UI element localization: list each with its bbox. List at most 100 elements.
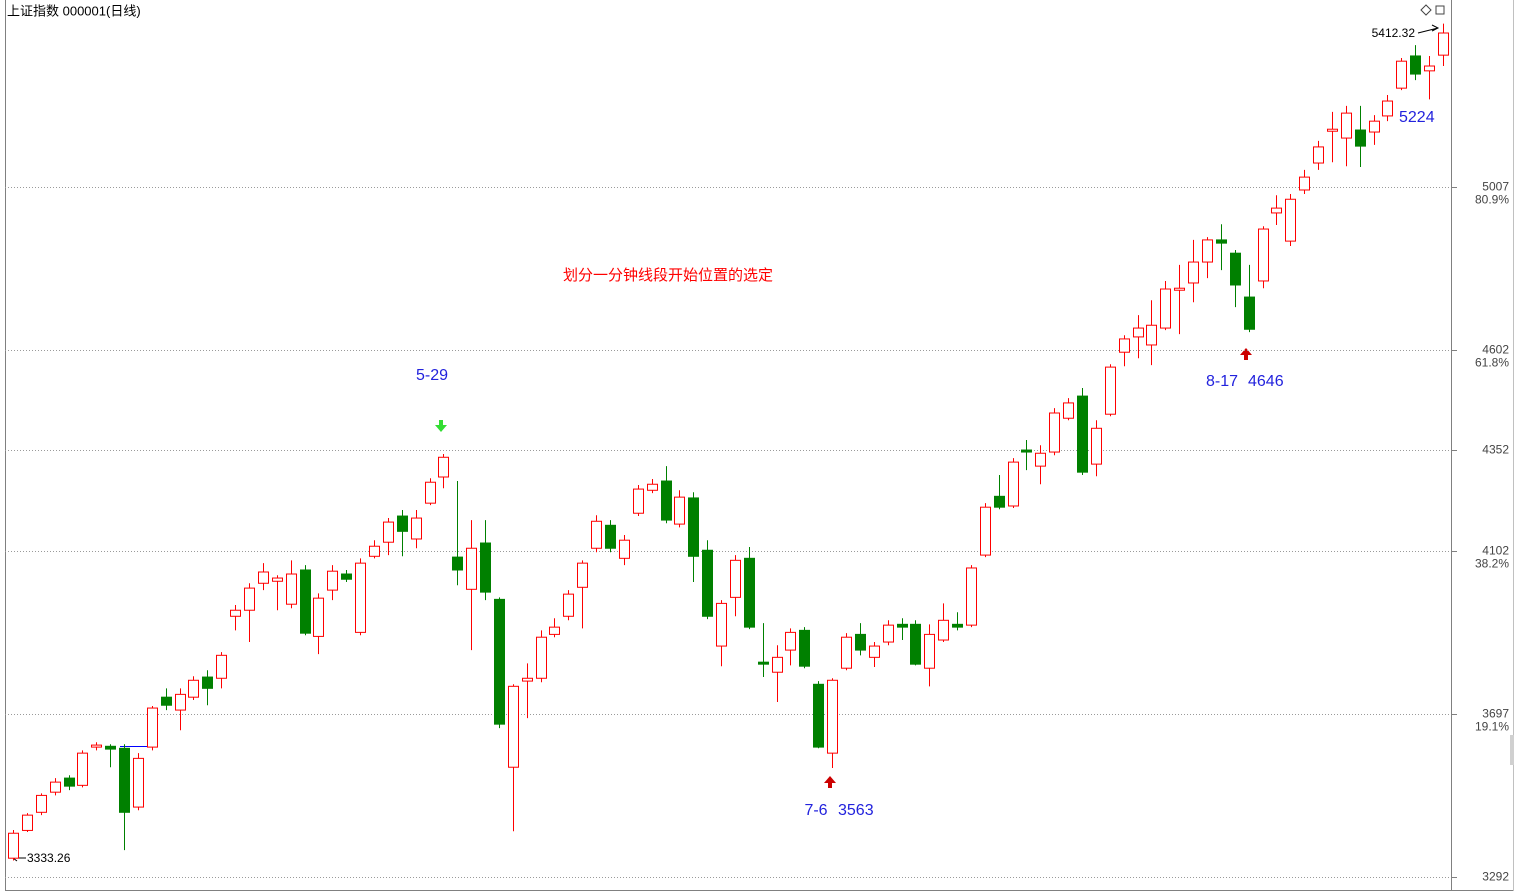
candle-body: [411, 517, 422, 540]
marker-label: 7-6: [804, 802, 827, 819]
y-tick-label: 4102: [1482, 544, 1509, 558]
candle-body: [827, 679, 838, 754]
marker-value: 5224: [1399, 109, 1435, 126]
up-arrow: [824, 776, 836, 788]
candle-body: [730, 559, 741, 598]
candle-body: [1382, 100, 1393, 117]
candle-body: [272, 577, 283, 582]
candle-body: [188, 679, 199, 698]
y-tick-label: 3292: [1482, 870, 1509, 884]
candle-body: [50, 781, 61, 793]
candle-body: [744, 557, 755, 628]
candle-body: [22, 814, 33, 831]
candle-body: [119, 747, 130, 813]
candle-body: [355, 562, 366, 633]
candle-body: [841, 636, 852, 669]
candle-body: [1327, 128, 1338, 132]
candle-body: [77, 752, 88, 786]
candle-body: [522, 677, 533, 682]
fib-label: 38.2%: [1475, 557, 1509, 571]
candle-body: [758, 661, 769, 665]
candle-body: [1146, 324, 1157, 346]
candle-body: [1313, 146, 1324, 164]
candle-body: [175, 693, 186, 711]
window-icon[interactable]: [1435, 5, 1445, 15]
marker-label: 8-17: [1206, 373, 1238, 390]
candle-body: [1035, 452, 1046, 467]
candle-body: [327, 570, 338, 591]
candle-body: [661, 480, 672, 521]
candle-body: [1410, 55, 1421, 75]
candle-body: [1105, 366, 1116, 415]
candle-body: [1160, 288, 1171, 329]
diamond-icon[interactable]: [1420, 4, 1432, 16]
candle-body: [1369, 120, 1380, 133]
candle-body: [952, 623, 963, 628]
candle-body: [938, 619, 949, 641]
candle-body: [161, 696, 172, 706]
candle-body: [577, 562, 588, 588]
candle-body: [1008, 461, 1019, 507]
candle-body: [1396, 60, 1407, 89]
y-tick-label: 3697: [1482, 707, 1509, 721]
candle-body: [1216, 239, 1227, 244]
marker-value: 3563: [838, 802, 874, 819]
candle-body: [994, 495, 1005, 508]
candle-body: [772, 656, 783, 673]
high-label: 5412.32: [1372, 26, 1416, 40]
low-label: 3333.26: [27, 851, 71, 865]
candle-body: [869, 645, 880, 658]
candle-body: [688, 497, 699, 557]
candle-body: [799, 629, 810, 667]
candle-body: [1119, 338, 1130, 353]
candle-body: [1341, 112, 1352, 139]
candle-body: [105, 745, 116, 750]
candle-body: [425, 481, 436, 504]
candle-body: [438, 456, 449, 478]
candle-body: [1271, 207, 1282, 214]
candle-body: [883, 624, 894, 643]
annotation: 划分一分钟线段开始位置的选定: [563, 267, 773, 284]
candle-body: [674, 496, 685, 525]
marker-value: 4646: [1248, 373, 1284, 390]
candle-body: [1299, 176, 1310, 191]
candle-body: [1077, 395, 1088, 473]
candle-body: [36, 794, 47, 813]
candle-body: [1091, 427, 1102, 465]
candle-body: [563, 593, 574, 617]
down-arrow: [435, 420, 447, 432]
candle-body: [313, 597, 324, 637]
candle-body: [910, 623, 921, 665]
candle-body: [536, 636, 547, 679]
marker-label: 5-29: [416, 367, 448, 384]
candle-body: [1230, 252, 1241, 286]
y-tick-label: 4352: [1482, 443, 1509, 457]
candle-body: [619, 539, 630, 559]
candle-body: [897, 623, 908, 628]
candle-body: [605, 524, 616, 549]
candle-body: [133, 757, 144, 808]
scroll-handle[interactable]: [1510, 735, 1514, 765]
candle-body: [64, 777, 75, 787]
candle-body: [647, 483, 658, 491]
candle-body: [202, 676, 213, 689]
candle-body: [716, 602, 727, 647]
candle-body: [383, 521, 394, 543]
candle-body: [494, 598, 505, 725]
candle-body: [1285, 198, 1296, 242]
candle-body: [341, 573, 352, 580]
y-tick-label: 5007: [1482, 180, 1509, 194]
candle-body: [591, 520, 602, 549]
candle-body: [702, 549, 713, 617]
candle-body: [8, 832, 19, 859]
candle-body: [1258, 228, 1269, 282]
fib-label: 61.8%: [1475, 356, 1509, 370]
candle-body: [258, 571, 269, 584]
candle-body: [466, 547, 477, 590]
chart-title: 上证指数 000001(日线): [7, 3, 141, 18]
candle-body: [300, 569, 311, 634]
candle-body: [1021, 449, 1032, 453]
candle-body: [924, 633, 935, 669]
